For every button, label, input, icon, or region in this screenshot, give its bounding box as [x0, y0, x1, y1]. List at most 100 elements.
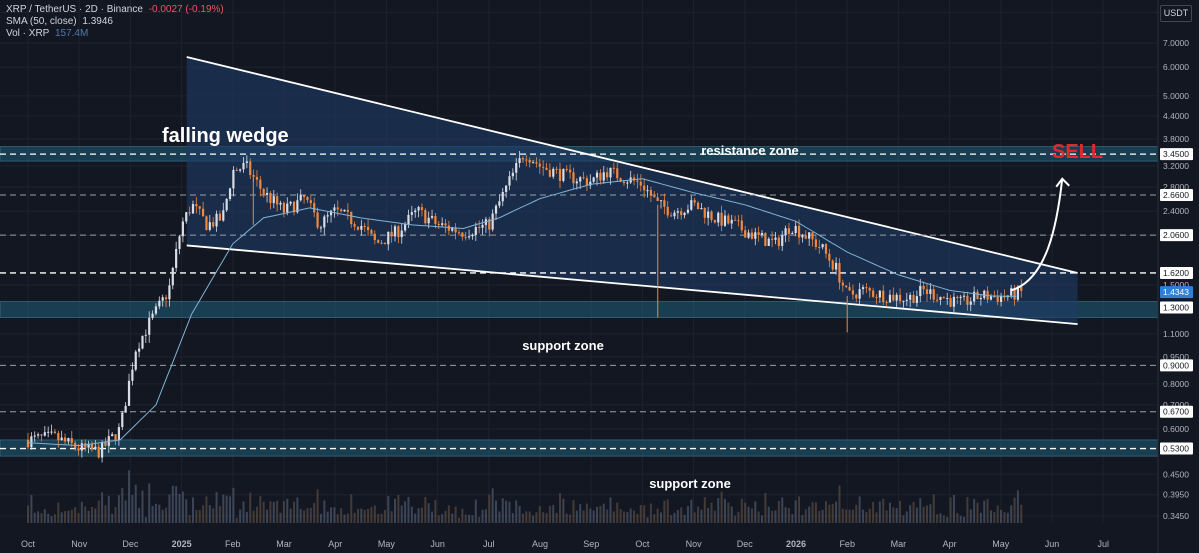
candle-body [589, 181, 592, 186]
volume-bar [229, 496, 232, 523]
volume-bar [64, 511, 67, 523]
price-tag-7: 0.6700 [1163, 407, 1189, 417]
volume-bar [979, 512, 982, 523]
candle [343, 209, 346, 212]
candle-body [63, 437, 67, 442]
volume-bar [279, 512, 282, 523]
volume-bar [373, 505, 376, 523]
y-tick-6: 3.2000 [1163, 161, 1189, 171]
candle [1003, 289, 1006, 301]
volume-bar [700, 509, 703, 523]
volume-bar [269, 501, 272, 523]
candle [750, 228, 754, 240]
candle [888, 289, 892, 303]
candle-body [737, 220, 740, 222]
volume-bar [303, 510, 306, 523]
volume-bar [626, 512, 629, 523]
candle [673, 210, 676, 220]
volume-bar [831, 503, 834, 523]
candle [171, 266, 174, 290]
candle [666, 201, 669, 219]
candle-body [397, 226, 400, 238]
candle-body [686, 209, 690, 213]
candle-body [313, 203, 316, 213]
candle-body [821, 244, 824, 248]
candle [198, 205, 201, 215]
candle-body [154, 306, 158, 314]
volume-bar [646, 517, 649, 523]
candle-body [949, 298, 952, 307]
currency-button[interactable]: USDT [1160, 5, 1192, 22]
volume-bar [60, 512, 63, 523]
candle [973, 286, 976, 306]
candle-body [680, 211, 683, 216]
volume-bar [330, 507, 333, 523]
volume-bar [636, 513, 639, 523]
candle [572, 167, 575, 190]
volume-bar [242, 501, 245, 523]
candle [521, 156, 525, 164]
volume-bar [723, 498, 726, 523]
candle [959, 294, 962, 305]
candle [545, 162, 548, 171]
candle-body [208, 222, 211, 230]
volume-bar [245, 511, 248, 523]
volume-bar [801, 514, 804, 523]
volume-bar [932, 494, 935, 523]
volume-bar [929, 504, 932, 523]
volume-bar [484, 509, 487, 523]
volume-bar [353, 512, 356, 523]
candle [269, 191, 272, 210]
volume-bar [397, 494, 400, 523]
candle-body [882, 290, 885, 303]
time-axis[interactable]: Oct Nov Dec 2025 Feb Mar Apr May Jun Jul Aug Sep Oct… [21, 539, 1109, 549]
volume-bar [114, 507, 117, 523]
candle-body [535, 162, 538, 164]
volume-bar [848, 509, 851, 523]
candle [686, 204, 690, 215]
candle-body [471, 234, 474, 237]
candle [956, 295, 959, 304]
x-tick-20: Jun [1045, 539, 1060, 549]
volume-bar [744, 502, 747, 523]
price-tag-bg-6 [1160, 359, 1193, 372]
candle [733, 215, 737, 221]
candle-body [444, 223, 447, 226]
candle-body [929, 289, 932, 294]
candle-body [851, 290, 855, 295]
volume-bar [532, 515, 535, 523]
candle-body [585, 178, 589, 186]
candle-body [1003, 296, 1006, 298]
candle [824, 243, 828, 259]
volume-bar [333, 507, 336, 523]
candle-body [956, 296, 959, 299]
y-tick-12: 0.9500 [1163, 352, 1189, 362]
volume-bar [599, 506, 602, 523]
candle [26, 432, 30, 450]
volume-bar [969, 509, 972, 523]
candle [882, 285, 885, 306]
candle [255, 170, 259, 187]
candle-body [478, 227, 481, 229]
candle [828, 248, 831, 268]
candle [60, 430, 63, 441]
volume-bar [784, 507, 787, 523]
candle [87, 440, 90, 454]
candle-body [932, 289, 935, 300]
price-axis[interactable]: 8.50007.00006.00005.00004.40003.80003.20… [1157, 0, 1199, 553]
candle-body [845, 285, 848, 288]
candle-body [636, 180, 639, 182]
candle-body [996, 296, 999, 302]
candle [946, 292, 949, 305]
wedge-lower-trendline [186, 244, 1078, 325]
volume-bar [90, 506, 93, 523]
volume-bar [983, 500, 986, 523]
candle-body [434, 216, 437, 224]
volume-bar [262, 501, 265, 523]
candle [949, 294, 952, 308]
candle-body [188, 212, 191, 214]
candle [626, 180, 629, 189]
candle-body [568, 169, 572, 173]
volume-bar [292, 501, 295, 523]
